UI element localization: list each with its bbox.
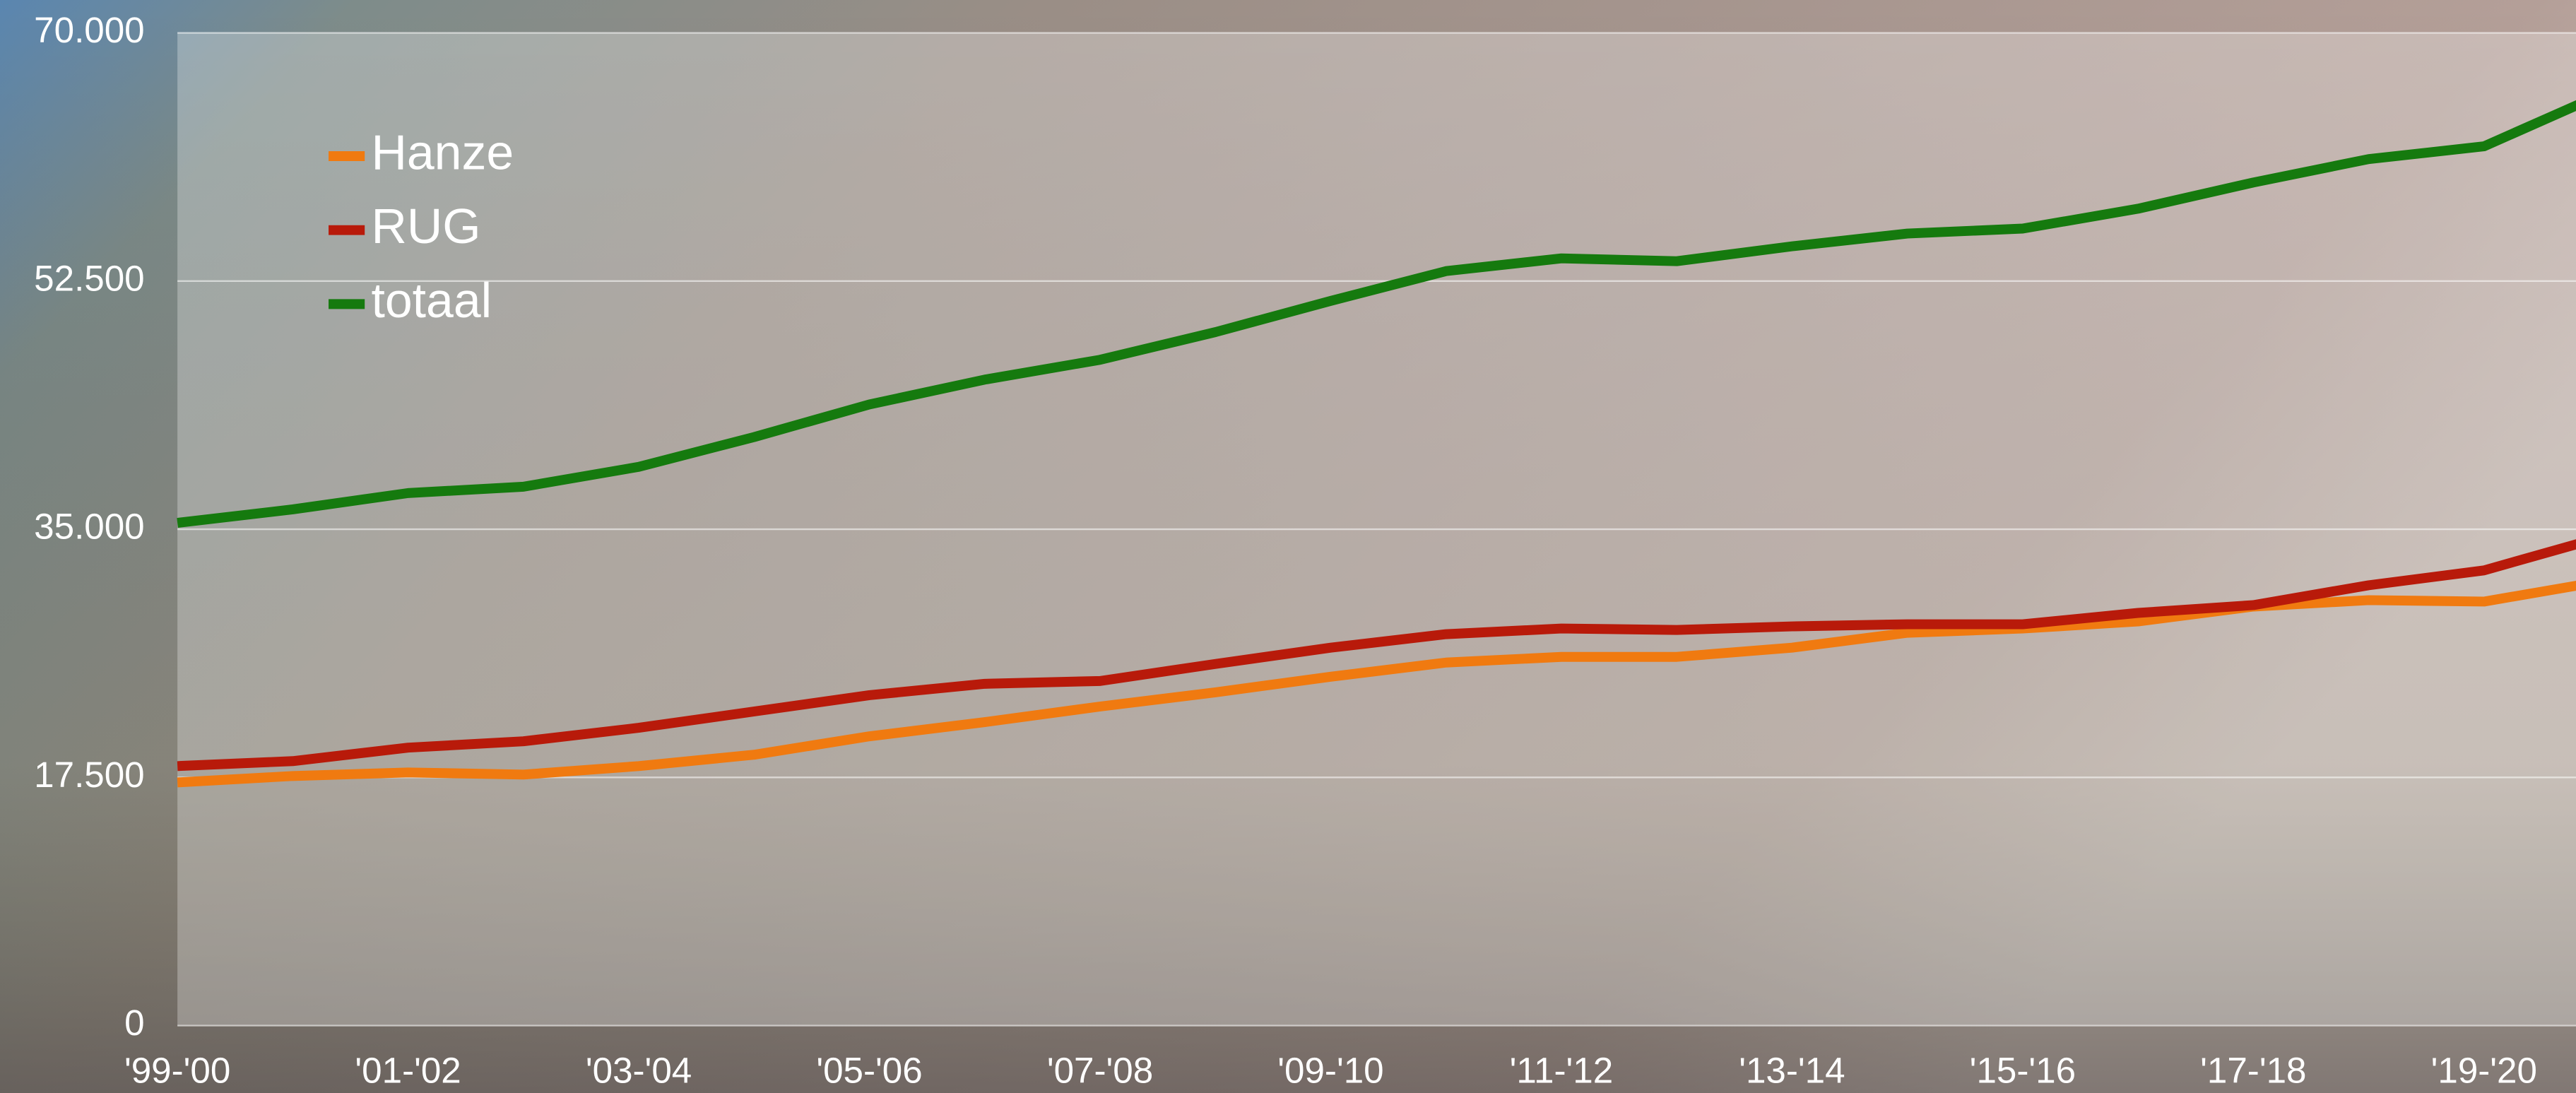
y-tick-label: 17.500 [34, 755, 144, 795]
x-tick-label: '01-'02 [355, 1051, 461, 1091]
x-tick-label: '99-'00 [124, 1051, 230, 1091]
x-tick-label: '09-'10 [1277, 1051, 1383, 1091]
x-tick-label: '03-'04 [586, 1051, 692, 1091]
series-line [177, 580, 2576, 788]
legend-label: RUG [372, 199, 481, 254]
x-tick-label: '13-'14 [1739, 1051, 1845, 1091]
y-tick-label: 52.500 [34, 258, 144, 298]
y-tick-label: 70.000 [34, 10, 144, 50]
x-tick-label: '15-'16 [1970, 1051, 2076, 1091]
y-tick-label: 35.000 [34, 507, 144, 547]
series-line [177, 539, 2576, 772]
series-line [177, 100, 2576, 528]
legend-label: Hanze [372, 124, 514, 179]
x-tick-label: '05-'06 [816, 1051, 922, 1091]
x-tick-label: '19-'20 [2431, 1051, 2537, 1091]
x-tick-label: '11-'12 [1510, 1051, 1614, 1091]
y-tick-label: 0 [124, 1003, 144, 1043]
legend-label: totaal [372, 273, 492, 328]
x-tick-label: '17-'18 [2200, 1051, 2306, 1091]
x-tick-label: '07-'08 [1047, 1051, 1153, 1091]
